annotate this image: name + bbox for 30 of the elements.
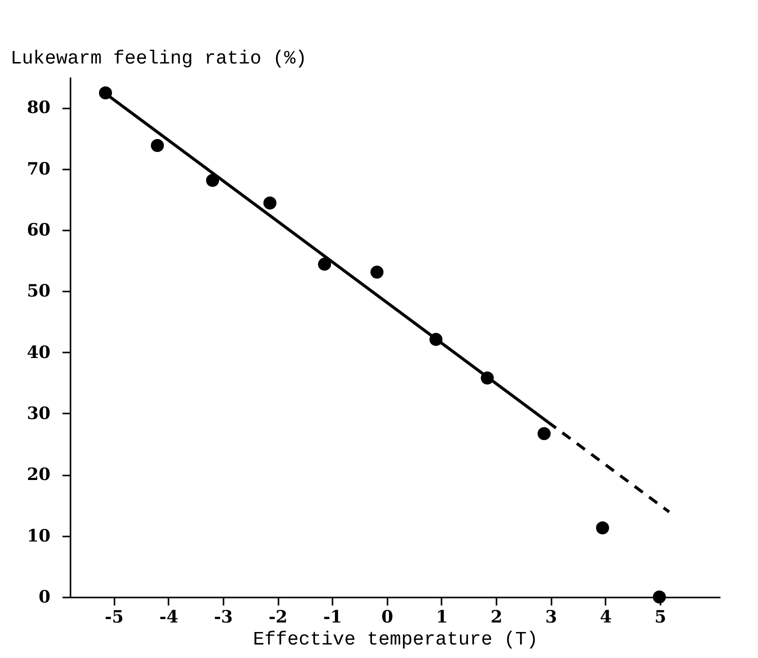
x-tick-label: 0 [381, 608, 394, 628]
y-tick-label: 10 [26, 526, 51, 546]
x-tick-label: 3 [545, 608, 558, 628]
y-tick-label: 60 [26, 220, 51, 240]
x-tick-label: -4 [159, 608, 178, 628]
x-tick-label: -1 [323, 608, 342, 628]
x-axis-title: Effective temperature (T) [252, 628, 538, 650]
x-tick-label: 4 [600, 608, 612, 628]
point [206, 174, 220, 187]
x-tick-label: 5 [654, 608, 666, 628]
point [150, 139, 164, 152]
point [596, 521, 610, 534]
point [370, 266, 384, 279]
y-tick-label: 20 [26, 465, 51, 486]
y-tick-label: 30 [26, 404, 51, 424]
point [538, 427, 551, 440]
y-tick-label: 0 [38, 588, 51, 608]
y-axis-title: Lukewarm feeling ratio (%) [10, 48, 307, 70]
y-tick-label: 40 [26, 342, 51, 363]
point [652, 590, 666, 604]
x-tick-label: 1 [436, 608, 448, 628]
x-tick-label: -5 [104, 608, 124, 628]
y-tick-label: 50 [26, 282, 51, 302]
y-tick-label: 80 [26, 98, 51, 118]
y-tick-label: 70 [26, 159, 51, 180]
x-tick-label: -3 [214, 608, 233, 628]
x-tick-label: 2 [490, 608, 502, 628]
x-tick-label: -2 [268, 608, 288, 628]
point [263, 196, 276, 210]
point [318, 258, 332, 271]
